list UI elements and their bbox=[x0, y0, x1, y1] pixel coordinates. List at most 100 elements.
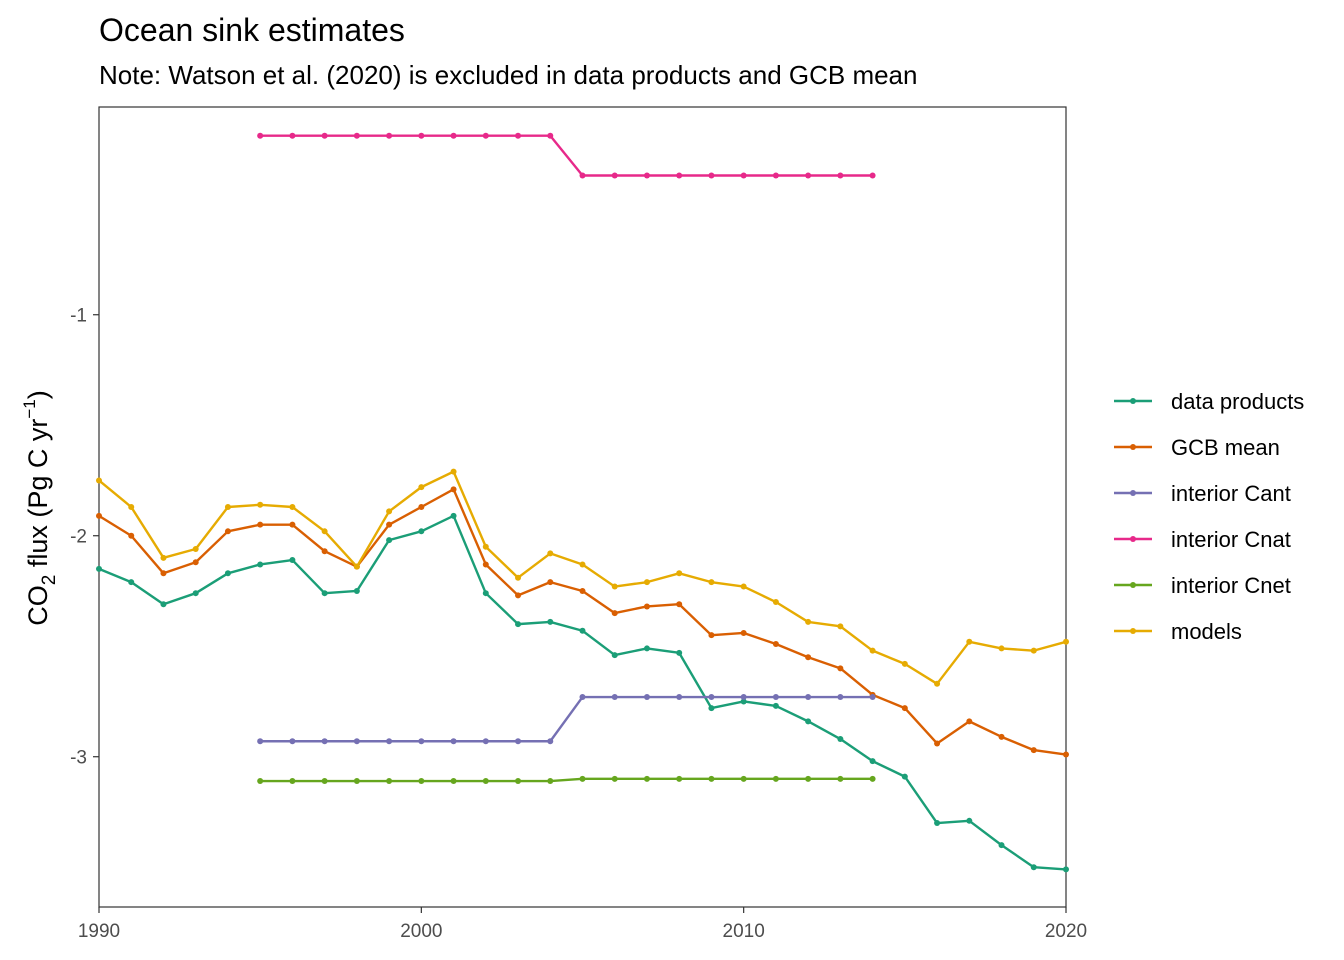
data-point-interior-cnet bbox=[482, 778, 489, 785]
data-point-interior-cnet bbox=[837, 775, 844, 782]
data-point-models bbox=[321, 528, 328, 535]
data-point-gcb-mean bbox=[805, 654, 812, 661]
data-point-data-products bbox=[386, 537, 393, 544]
legend-item-interior-cnet: interior Cnet bbox=[1114, 573, 1291, 598]
data-point-data-products bbox=[450, 512, 457, 519]
data-point-models bbox=[289, 504, 296, 510]
legend-label: models bbox=[1171, 619, 1242, 644]
data-point-data-products bbox=[579, 627, 586, 634]
data-point-data-products bbox=[289, 557, 296, 564]
data-point-data-products bbox=[1030, 864, 1037, 871]
series-layer bbox=[96, 132, 1069, 873]
data-point-interior-cnat bbox=[386, 132, 393, 139]
data-point-interior-cnet bbox=[257, 778, 264, 785]
data-point-data-products bbox=[998, 842, 1005, 849]
legend-item-interior-cnat: interior Cnat bbox=[1114, 527, 1291, 552]
data-point-interior-cnat bbox=[676, 172, 683, 179]
data-point-interior-cant bbox=[740, 694, 747, 701]
data-point-interior-cnet bbox=[353, 778, 360, 785]
data-point-interior-cnat bbox=[482, 132, 489, 139]
series-line-interior-cant bbox=[260, 695, 873, 743]
data-point-models bbox=[386, 508, 393, 515]
data-point-interior-cnat bbox=[772, 172, 779, 179]
data-point-models bbox=[353, 563, 360, 570]
data-point-gcb-mean bbox=[321, 548, 328, 555]
data-point-models bbox=[998, 645, 1005, 652]
data-point-gcb-mean bbox=[837, 665, 844, 672]
data-point-interior-cnet bbox=[579, 775, 586, 782]
data-point-gcb-mean bbox=[901, 705, 908, 712]
data-point-gcb-mean bbox=[128, 532, 135, 539]
legend-label: interior Cant bbox=[1171, 481, 1291, 506]
data-point-gcb-mean bbox=[934, 740, 941, 747]
data-point-interior-cnet bbox=[418, 778, 425, 785]
data-point-interior-cnat bbox=[515, 132, 522, 139]
legend-key-point bbox=[1130, 444, 1136, 450]
data-point-data-products bbox=[515, 621, 522, 628]
data-point-interior-cnat bbox=[740, 172, 747, 179]
data-point-models bbox=[450, 468, 457, 475]
data-point-data-products bbox=[740, 698, 747, 705]
data-point-interior-cant bbox=[450, 738, 457, 745]
data-point-data-products bbox=[418, 528, 425, 535]
y-axis-label-base: CO bbox=[23, 585, 53, 626]
legend-item-gcb-mean: GCB mean bbox=[1114, 435, 1280, 460]
data-point-data-products bbox=[547, 618, 554, 625]
data-point-models bbox=[708, 579, 715, 586]
data-point-models bbox=[934, 680, 941, 687]
data-point-interior-cnet bbox=[547, 778, 554, 785]
legend-item-interior-cant: interior Cant bbox=[1114, 481, 1291, 506]
series-line-interior-cnet bbox=[260, 777, 873, 783]
data-point-gcb-mean bbox=[1030, 747, 1037, 754]
data-point-data-products bbox=[321, 590, 328, 597]
legend-key-point bbox=[1130, 628, 1136, 634]
plot-panel bbox=[96, 106, 1069, 908]
data-point-models bbox=[257, 501, 264, 508]
data-point-gcb-mean bbox=[579, 587, 586, 594]
data-point-interior-cnat bbox=[353, 132, 360, 139]
data-point-interior-cnet bbox=[450, 778, 457, 785]
series-data-products bbox=[96, 512, 1069, 873]
y-axis-label-superscript: −1 bbox=[20, 399, 39, 418]
data-point-interior-cnat bbox=[611, 172, 618, 179]
data-point-data-products bbox=[1063, 866, 1069, 873]
legend: data products GCB mean interior Cant interi… bbox=[1114, 389, 1304, 644]
data-point-gcb-mean bbox=[160, 570, 167, 577]
plot-panel-border bbox=[98, 106, 1067, 908]
data-point-data-products bbox=[772, 702, 779, 709]
series-gcb-mean bbox=[96, 486, 1069, 758]
data-point-gcb-mean bbox=[192, 559, 199, 566]
data-point-gcb-mean bbox=[515, 592, 522, 599]
data-point-gcb-mean bbox=[224, 528, 231, 535]
data-point-interior-cnat bbox=[289, 132, 296, 139]
data-point-interior-cant bbox=[579, 694, 586, 701]
data-point-data-products bbox=[934, 820, 941, 827]
series-line-gcb-mean bbox=[98, 488, 1067, 756]
chart-title: Ocean sink estimates bbox=[99, 12, 405, 48]
data-point-models bbox=[160, 554, 167, 561]
series-models bbox=[96, 468, 1069, 687]
data-point-gcb-mean bbox=[482, 561, 489, 568]
data-point-interior-cant bbox=[643, 694, 650, 701]
data-point-interior-cnat bbox=[837, 172, 844, 179]
data-point-models bbox=[418, 484, 425, 491]
data-point-models bbox=[966, 638, 973, 645]
data-point-models bbox=[1063, 638, 1069, 645]
legend-label: data products bbox=[1171, 389, 1304, 414]
data-point-models bbox=[643, 579, 650, 586]
data-point-interior-cnat bbox=[257, 132, 264, 139]
data-point-data-products bbox=[611, 652, 618, 659]
series-line-interior-cnat bbox=[260, 134, 873, 177]
data-point-gcb-mean bbox=[740, 629, 747, 636]
data-point-interior-cnet bbox=[772, 775, 779, 782]
data-point-models bbox=[837, 623, 844, 630]
data-point-data-products bbox=[128, 579, 135, 586]
data-point-models bbox=[224, 504, 231, 510]
data-point-models bbox=[482, 543, 489, 550]
data-point-interior-cnet bbox=[869, 775, 876, 782]
data-point-interior-cant bbox=[321, 738, 328, 745]
data-point-models bbox=[515, 574, 522, 581]
data-point-models bbox=[772, 599, 779, 606]
data-point-data-products bbox=[643, 645, 650, 652]
data-point-gcb-mean bbox=[418, 504, 425, 510]
